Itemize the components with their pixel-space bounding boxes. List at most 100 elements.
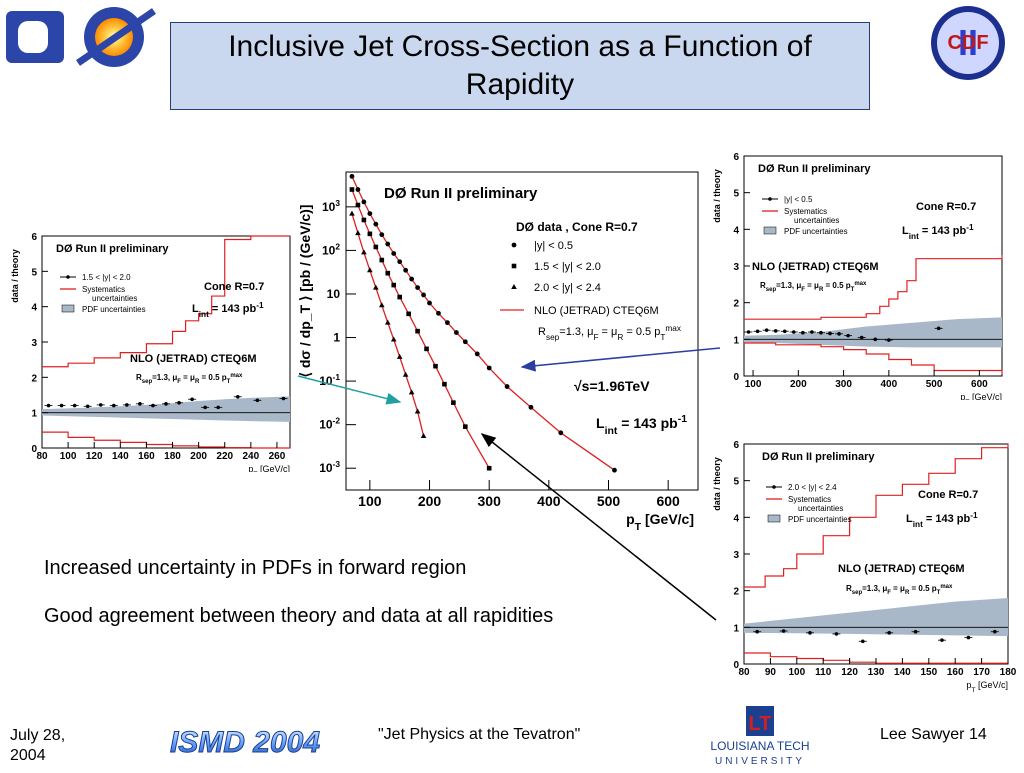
- left-ytick-label: 2: [31, 373, 37, 384]
- topright-legend-syst-label2: uncertainties: [794, 216, 839, 225]
- bottomright-data-point: [781, 629, 786, 633]
- bottomright-theory-params: Rsep=1.3, μF = μR = 0.5 pTmax: [846, 584, 953, 596]
- left-data-point: [281, 396, 286, 401]
- topright-legend-data-label: |y| < 0.5: [784, 195, 813, 204]
- footer-talk-title: "Jet Physics at the Tevatron": [378, 726, 581, 743]
- topright-data-point: [859, 335, 864, 340]
- bottomright-ytick-label: 5: [733, 477, 739, 488]
- left-ytick-label: 4: [31, 303, 37, 314]
- left-ylabel: data / theory: [10, 249, 20, 303]
- topright-ytick-label: 3: [733, 262, 739, 273]
- main-point-forward: [420, 432, 427, 438]
- main-point-intermediate: [397, 294, 402, 300]
- bottomright-xtick-label: 170: [973, 667, 990, 678]
- d0-logo: DØ: [4, 5, 162, 70]
- main-point-forward: [408, 389, 415, 395]
- topright-data-point: [746, 330, 751, 334]
- main-point-intermediate: [361, 217, 367, 223]
- bottomright-ytick-label: 6: [733, 440, 739, 451]
- main-xtick-label: 300: [478, 493, 502, 509]
- left-data-point: [255, 398, 260, 403]
- topright-syst-upper: [744, 255, 1003, 320]
- left-legend-pdf-swatch: [61, 304, 75, 313]
- left-ytick-label: 6: [31, 232, 37, 243]
- main-point-central: [403, 267, 409, 273]
- bottomright-data-point: [808, 631, 812, 635]
- bottomright-xtick-label: 140: [894, 667, 911, 678]
- left-data-point: [203, 405, 207, 410]
- ismd-logo-text: ISMD 2004: [170, 726, 320, 759]
- left-legend-pdf-label: PDF uncertainties: [82, 305, 146, 314]
- topright-data-point: [810, 330, 814, 334]
- topright-data-point: [755, 329, 760, 334]
- main-point-central: [474, 351, 480, 357]
- main-point-central: [409, 276, 415, 282]
- bottomright-ylabel: data / theory: [712, 457, 722, 511]
- main-legend-header: DØ data , Cone R=0.7: [516, 220, 638, 234]
- bottomright-legend-pdf-label: PDF uncertainties: [788, 515, 852, 524]
- left-data-point: [59, 403, 64, 408]
- main-point-intermediate: [385, 270, 391, 276]
- main-point-central: [397, 259, 403, 265]
- main-legend-marker-intermediate: [511, 263, 517, 269]
- main-point-central: [361, 199, 367, 205]
- topright-legend-pdf-label: PDF uncertainties: [784, 227, 848, 236]
- left-ytick-label: 5: [31, 267, 37, 278]
- left-legend-data-marker: [66, 275, 70, 279]
- topright-ytick-label: 6: [733, 152, 739, 163]
- left-xtick-label: 80: [36, 451, 48, 462]
- topright-data-point: [887, 338, 891, 342]
- main-point-forward: [378, 302, 385, 308]
- bottomright-data-point: [913, 629, 918, 634]
- bottomright-ytick-label: 1: [733, 623, 739, 634]
- bottomright-data-point: [755, 629, 759, 634]
- topright-ytick-label: 1: [733, 335, 739, 346]
- main-point-forward: [367, 267, 373, 273]
- left-data-point: [151, 403, 155, 408]
- main-chart-title: DØ Run II preliminary: [384, 185, 538, 202]
- bottomright-data-point: [940, 638, 944, 642]
- topright-data-point: [801, 330, 805, 335]
- main-ytick-label: 1: [333, 331, 340, 345]
- bottomright-legend-syst-label: Systematics: [788, 495, 831, 504]
- bottomright-ytick-label: 0: [733, 660, 739, 671]
- bottomright-legend-pdf-swatch: [767, 514, 781, 523]
- main-point-central: [355, 187, 361, 192]
- main-point-forward: [373, 284, 379, 290]
- main-point-intermediate: [373, 244, 379, 250]
- main-point-central: [528, 404, 534, 410]
- left-xlabel: pT [GeV/c]: [248, 464, 290, 472]
- main-point-intermediate: [349, 187, 355, 192]
- main-point-central: [421, 292, 426, 298]
- bottomright-data-point: [887, 631, 891, 635]
- main-legend-label: 2.0 < |y| < 2.4: [534, 282, 601, 294]
- left-xtick-label: 160: [138, 451, 155, 462]
- bullet-pdf-uncertainty: Increased uncertainty in PDFs in forward…: [44, 557, 467, 579]
- latech-logo: LT LOUISIANA TECH UNIVERSITY: [700, 704, 820, 768]
- left-data-point: [46, 403, 51, 408]
- main-point-intermediate: [406, 311, 411, 317]
- topright-pdf-band: [744, 317, 1002, 348]
- main-point-forward: [390, 336, 397, 342]
- main-xtick-label: 600: [656, 493, 680, 509]
- left-cone-label: Cone R=0.7: [204, 281, 264, 293]
- latech-name: LOUISIANA TECH: [710, 739, 809, 753]
- main-xlabel: pT [GeV/c]: [626, 511, 694, 530]
- topright-data-point: [773, 329, 778, 333]
- main-ytick-label: 102: [322, 241, 340, 257]
- left-ratio-chart: 80 100 120 140 160 180 200 220 240 260 0 1 2 3 4 5 6 pT […: [10, 232, 291, 472]
- cdf-logo-text: CDF: [947, 32, 988, 54]
- main-point-central: [373, 221, 379, 227]
- topright-xtick-label: 500: [926, 379, 943, 390]
- bottomright-syst-upper: [744, 444, 1009, 588]
- bottomright-xtick-label: 150: [920, 667, 937, 678]
- topright-theory-label: NLO (JETRAD) CTEQ6M: [752, 261, 879, 273]
- cdf-logo-graphic: II CDF: [931, 6, 1005, 80]
- left-legend-data-label: 1.5 < |y| < 2.0: [82, 273, 131, 282]
- main-point-central: [367, 211, 373, 216]
- topright-chart-title: DØ Run II preliminary: [758, 163, 871, 175]
- main-legend-marker-central: [511, 242, 517, 248]
- main-xtick-label: 400: [537, 493, 561, 509]
- main-legend-label: |y| < 0.5: [534, 240, 573, 252]
- left-lumi-label: Lint = 143 pb-1: [192, 301, 264, 319]
